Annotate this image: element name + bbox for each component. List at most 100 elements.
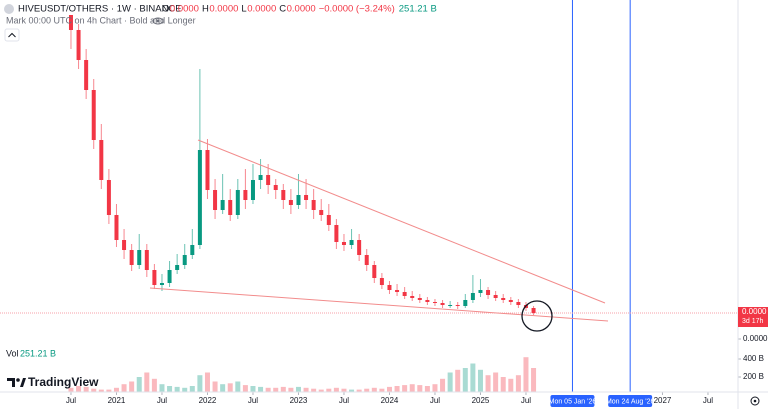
volume-bar [76, 386, 82, 392]
volume-bar [485, 375, 491, 392]
grid-layer [0, 0, 741, 395]
candle-body [159, 283, 164, 285]
candle-body [296, 195, 301, 205]
volume-name: Vol [6, 348, 19, 358]
volume-bar [432, 384, 438, 392]
volume-bar [189, 386, 195, 392]
candle-body [228, 200, 233, 215]
volume-bar [295, 386, 301, 392]
candle-body [243, 190, 248, 200]
candle-body [448, 305, 453, 306]
volume-bar [508, 378, 514, 392]
candle-body [197, 150, 202, 245]
candle-body [114, 215, 119, 240]
volume-bar [477, 369, 483, 392]
volume-bar [68, 387, 74, 392]
candle-body [137, 250, 142, 265]
candle-body [304, 195, 309, 200]
volume-bar [250, 386, 256, 392]
volume-bar [311, 388, 317, 392]
volume-bar [204, 372, 210, 392]
collapse-button[interactable] [4, 28, 20, 42]
volume-bar [106, 389, 112, 392]
volume-bar [182, 387, 188, 392]
volume-bar [258, 386, 264, 392]
candle-body [319, 210, 324, 215]
x-tick-label: 2024 [381, 396, 399, 405]
volume-tick-label: 400 B [743, 354, 764, 363]
candle-body [220, 200, 225, 210]
candle-body [281, 190, 286, 200]
candle-body [463, 300, 468, 306]
candle-body [311, 200, 316, 210]
candle-body [175, 265, 180, 270]
volume-bar [129, 381, 135, 392]
last-price-label: 0.0000 [742, 307, 767, 316]
volume-bar [424, 386, 430, 392]
volume-bar [341, 388, 347, 392]
volume-last: 251.21 B [20, 348, 56, 358]
volume-bar [515, 375, 521, 392]
volume-bar [493, 372, 499, 392]
candle-body [273, 185, 278, 190]
candle-body [182, 255, 187, 265]
candle-body [493, 295, 498, 298]
candle-body [455, 305, 460, 306]
candle-body [486, 290, 491, 295]
volume-bar [523, 357, 529, 392]
candle-body [144, 250, 149, 270]
volume-bar [462, 368, 468, 392]
candle-body [84, 60, 89, 90]
x-tick-label: 2027 [654, 396, 672, 405]
volume-bar [379, 388, 385, 392]
volume-value: 251.21 B [399, 4, 437, 15]
volume-bar [235, 381, 241, 392]
candle-body [501, 298, 506, 300]
candle-body [76, 30, 81, 60]
volume-bar [273, 387, 279, 392]
volume-bar [121, 384, 127, 392]
brand: TradingView [28, 375, 99, 389]
symbol: HIVEUSDT/OTHERS · 1W · BINANCE [18, 4, 182, 15]
highlight-circle [521, 300, 553, 332]
volume-bar [356, 389, 362, 392]
candle-body [213, 190, 218, 210]
volume-bar [136, 377, 142, 392]
candle-body [364, 255, 369, 265]
x-tick-label: Jul [703, 396, 713, 405]
volume-bar [455, 369, 461, 392]
candle-body [205, 150, 210, 190]
volume-bar [167, 386, 173, 392]
brand-logo [7, 378, 26, 387]
candle-body [478, 290, 483, 293]
candle-body [372, 265, 377, 278]
candle-body [129, 250, 134, 265]
candle-body [379, 278, 384, 285]
candle-body [258, 175, 263, 180]
trend-line-lower [149, 287, 609, 322]
candle-body [387, 285, 392, 290]
volume-bar [417, 385, 423, 392]
candle-body [167, 270, 172, 283]
marker-label-box [550, 395, 595, 407]
candle-body [410, 296, 415, 298]
volume-bar [440, 378, 446, 392]
candle-body [68, 15, 73, 30]
ohlc-key: L [241, 4, 246, 15]
volume-bar [371, 387, 377, 392]
x-tick-label: 2025 [472, 396, 490, 405]
candle-body [326, 215, 331, 225]
volume-bar [470, 363, 476, 392]
volume-bar [531, 368, 537, 392]
candle-body [357, 240, 362, 255]
settings-button[interactable] [750, 396, 760, 406]
candle-body [235, 190, 240, 215]
volume-bar [98, 389, 104, 392]
plot [68, 15, 537, 392]
eye-icon[interactable] [152, 17, 164, 25]
volume-bar [91, 388, 97, 392]
volume-bar [212, 381, 218, 392]
candle-body [91, 90, 96, 140]
change: −0.0000 (−3.24%) [319, 4, 395, 15]
